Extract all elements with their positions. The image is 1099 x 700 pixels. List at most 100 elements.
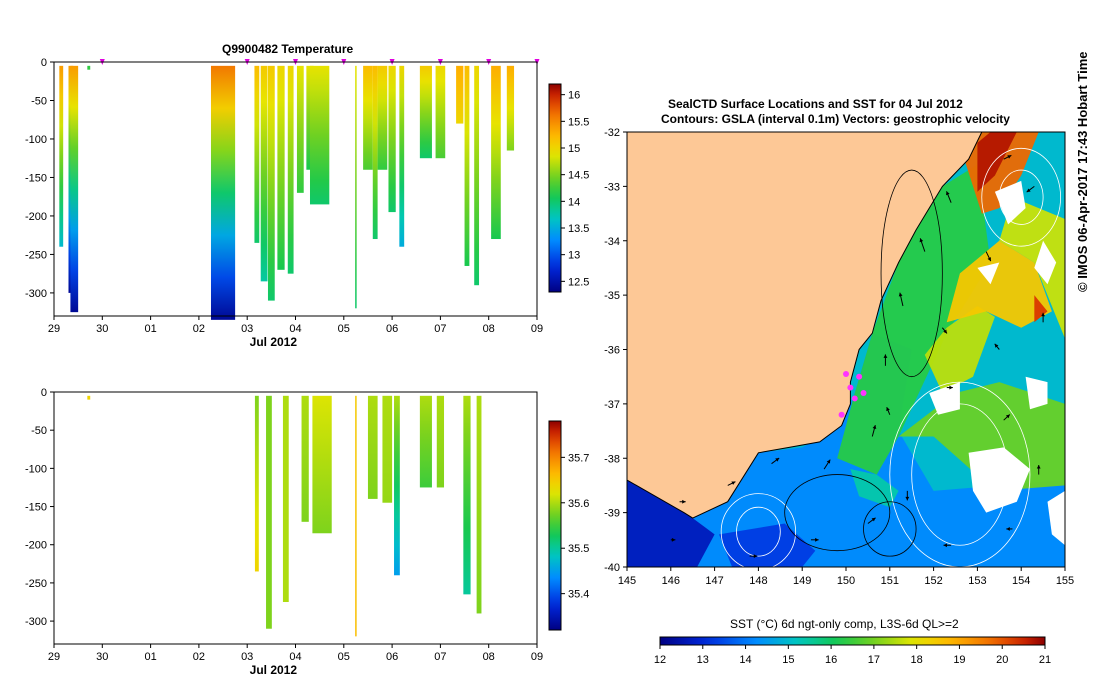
sal-profile-column [87, 395, 91, 400]
velocity-arrowhead [1036, 465, 1041, 469]
sst-colorbar-tick-label: 16 [825, 654, 837, 666]
temp-profile-column [59, 65, 64, 247]
velocity-arrowhead [871, 517, 876, 522]
gsla-contour [736, 506, 781, 557]
map-y-tick-label: -36 [604, 345, 620, 357]
temp-y-tick-label: -100 [25, 134, 47, 146]
seal-location [843, 370, 849, 377]
temp-profile-column [309, 65, 330, 205]
velocity-arrowhead [883, 354, 888, 358]
map-x-tick-label: 152 [924, 575, 942, 587]
velocity-arrowhead [872, 425, 877, 429]
velocity-arrowhead [987, 257, 991, 262]
cloud-patch [994, 180, 1026, 225]
map-title-line2: Contours: GSLA (interval 0.1m) Vectors: … [661, 112, 1010, 126]
sal-y-tick-label: -100 [25, 463, 47, 475]
gsla-contour [981, 147, 1062, 247]
velocity-arrowhead [731, 481, 736, 485]
sal-x-axis-label: Jul 2012 [250, 663, 298, 677]
sal-profile-column [367, 395, 378, 499]
temp-colorbar-tick-label: 15 [568, 143, 580, 155]
velocity-arrowhead [943, 329, 947, 334]
sal-profile-column [254, 395, 259, 572]
temp-profile-column [464, 65, 470, 266]
temp-profile-column [506, 65, 515, 151]
temp-profile-column [254, 65, 260, 243]
sal-colorbar-tick-label: 35.7 [568, 452, 589, 464]
gsla-contour [998, 169, 1044, 225]
map-x-tick-label: 155 [1056, 575, 1074, 587]
map-x-tick-label: 149 [793, 575, 811, 587]
sst-colorbar-tick-label: 12 [654, 654, 666, 666]
sst-region [719, 523, 816, 567]
velocity-arrowhead [1005, 414, 1010, 419]
velocity-arrowhead [753, 554, 758, 559]
map-y-tick-label: -34 [604, 236, 620, 248]
map-x-tick-label: 153 [968, 575, 986, 587]
sal-colorbar [548, 420, 562, 631]
sal-profile-column [282, 395, 289, 602]
gsla-contour [880, 169, 943, 378]
temp-y-tick-label: -300 [25, 288, 47, 300]
cloud-patch [929, 382, 960, 415]
velocity-arrowhead [671, 537, 676, 542]
sst-colorbar-tick-label: 20 [996, 654, 1008, 666]
temp-x-tick-label: 05 [338, 323, 350, 335]
sal-profile-column [355, 395, 357, 637]
sal-x-tick-label: 04 [289, 651, 301, 663]
sst-region [1034, 295, 1048, 323]
cloud-patch [1025, 376, 1048, 410]
temperature-chart: 0 -50 -100 -150 -200 -250 -300 29 30 01 02 03 04 05 06… [25, 57, 589, 349]
temp-profile-column [435, 65, 446, 159]
velocity-arrowhead [1006, 527, 1010, 531]
temp-profile-column [277, 65, 285, 270]
sal-colorbar-tick-label: 35.4 [568, 589, 589, 601]
temp-profile-column [377, 65, 388, 170]
sst-colorbar [659, 636, 1046, 646]
temp-profile-column [491, 65, 501, 240]
sst-colorbar-tick-label: 19 [953, 654, 965, 666]
map-y-tick-label: -38 [604, 453, 620, 465]
temp-colorbar-tick-label: 13.5 [568, 223, 589, 235]
sal-profile-column [436, 395, 445, 488]
seal-location [838, 411, 845, 418]
sal-y-tick-label: -200 [25, 540, 47, 552]
seal-location [856, 373, 863, 380]
temp-y-tick-label: -250 [25, 249, 47, 261]
temp-colorbar [548, 83, 562, 293]
velocity-arrowhead [775, 457, 780, 462]
sal-y-tick-label: -300 [25, 616, 47, 628]
temp-x-tick-label: 02 [193, 323, 205, 335]
temp-colorbar-tick-label: 13 [568, 250, 580, 262]
cloud-patch [968, 447, 1030, 513]
sal-y-tick-label: -150 [25, 502, 47, 514]
velocity-arrowhead [682, 499, 686, 504]
temp-x-tick-label: 03 [241, 323, 253, 335]
temp-profile-column [87, 65, 91, 70]
imos-watermark: © IMOS 06-Apr-2017 17:43 Hobart Time [1075, 51, 1090, 292]
sst-region [627, 480, 715, 567]
temp-y-tick-label: -50 [31, 95, 47, 107]
temp-x-tick-label: 29 [48, 323, 60, 335]
temp-y-tick-label: -200 [25, 211, 47, 223]
map-y-tick-label: -32 [604, 127, 620, 139]
velocity-arrowhead [946, 191, 950, 196]
velocity-arrowhead [943, 543, 947, 548]
sal-colorbar-tick-label: 35.6 [568, 498, 589, 510]
sal-y-tick-label: 0 [41, 387, 47, 399]
sst-colorbar-label: SST (°C) 6d ngt-only comp, L3S-6d QL>=2 [730, 617, 959, 631]
velocity-arrowhead [815, 537, 819, 542]
sal-profile-column [419, 395, 432, 488]
sst-colorbar-tick-label: 15 [782, 654, 794, 666]
sst-region [850, 469, 899, 508]
sst-colorbar-tick-label: 18 [911, 654, 923, 666]
sal-colorbar-tick-label: 35.5 [568, 543, 589, 555]
map-y-tick-label: -40 [604, 562, 620, 574]
velocity-arrowhead [949, 385, 953, 390]
land-mask [627, 132, 982, 519]
temp-y-tick-label: -150 [25, 172, 47, 184]
sal-profile-column [463, 395, 471, 595]
velocity-arrowhead [994, 343, 999, 348]
map-y-tick-label: -39 [604, 508, 620, 520]
sal-profile-column [266, 395, 272, 629]
